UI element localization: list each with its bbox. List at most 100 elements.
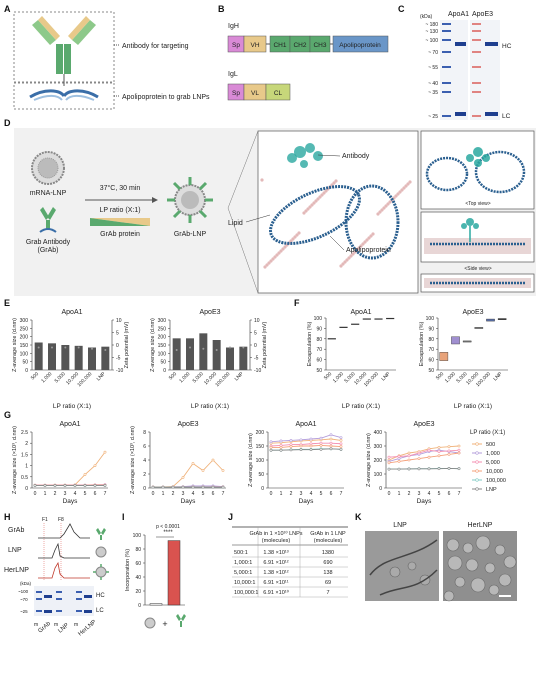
y-axis-tick-label: 100 [374, 472, 383, 478]
series-point [289, 438, 293, 442]
series-point [387, 461, 391, 465]
gel-marker-label: ~ 130 [425, 29, 438, 35]
lipid-dot [260, 178, 264, 182]
y2-axis-tick-label: 0 [254, 343, 257, 349]
series-line-500 [270, 438, 342, 444]
series-point [299, 438, 303, 442]
h-row-lnp: LNP [8, 547, 22, 554]
x-tick-label: 1,000 [178, 371, 191, 384]
legend-marker [475, 478, 479, 482]
k-particle [475, 535, 491, 551]
x-axis-label: LP ratio (X:1) [191, 403, 229, 410]
table-cell-ratio: 10,000:1 [234, 580, 255, 586]
gel-ladder-band [442, 23, 451, 25]
table-cell-total: 1.38 ×10¹³ [263, 550, 288, 556]
y-axis-tick-label: 100 [314, 316, 323, 322]
y-axis-label: Incorporation (%) [125, 549, 131, 591]
x-axis-label: Days [63, 498, 79, 505]
igl-sp-label: Sp [232, 90, 240, 97]
x-tick-label: 100,000 [76, 371, 93, 388]
y-axis-tick-label: 50 [22, 360, 28, 366]
panel-a: A Antibody for targeting Apolipoprotein … [4, 4, 210, 110]
h-trace-lnp [38, 542, 90, 559]
series-point [211, 485, 215, 489]
series-point [397, 459, 401, 463]
y-axis-label: Z-average size (d.nm) [12, 318, 18, 372]
y-axis-tick-label: 300 [158, 318, 167, 324]
zeta-point [189, 346, 191, 349]
series-point [151, 485, 155, 489]
x-tick-label: 7 [340, 491, 343, 497]
gel-ladder-band-2 [472, 91, 481, 93]
panel-i: I 0 20 40 60 80 100 Incorporation (%) p < 0.00… [122, 512, 186, 629]
gel-ladder-band [442, 91, 451, 93]
side-view-box [420, 211, 535, 263]
lipid-dot [265, 263, 269, 267]
x-tick-label: 7 [458, 491, 461, 497]
igh-ch3 [309, 35, 331, 53]
x-tick-label: LNP [234, 371, 246, 383]
lipid-dot [339, 264, 343, 268]
lipid-dot [269, 259, 273, 263]
y-axis-tick-label: 1.5 [21, 452, 28, 458]
y2-axis-tick-label: -10 [116, 368, 123, 374]
gel-marker-label: ~ 25 [428, 114, 438, 120]
series-point [221, 469, 225, 472]
series-point [329, 433, 333, 437]
lipid-dot [279, 249, 283, 253]
x-tick-label: 2 [172, 491, 175, 497]
antibody-molecule-icon [287, 143, 323, 168]
x-tick-label: 0 [34, 491, 37, 497]
x-tick-label: 3 [300, 491, 303, 497]
gel-ladder-band-2 [472, 30, 481, 32]
zeta-point [202, 347, 205, 350]
table-j: GrAb in 1 ×10¹⁰ LNPs(molecules)GrAb in 1… [232, 526, 348, 598]
y-axis-tick-label: 1 [25, 464, 28, 470]
top-view-ring-1 [425, 156, 469, 192]
lipid-dot [347, 256, 351, 260]
x-tick-label: 4 [428, 491, 431, 497]
h-band-hc [44, 595, 52, 598]
h-f8: F8 [58, 517, 64, 523]
lipid-dot [291, 237, 295, 241]
lipid-dot [386, 202, 390, 206]
gel-lane-apoe3 [470, 20, 500, 120]
gel-band-apoe3-hc [485, 42, 498, 46]
k-particle [389, 566, 401, 578]
h-band-hc [84, 595, 92, 598]
series-point [427, 467, 431, 471]
y2-axis-label: Zeta potential (mV) [124, 321, 130, 368]
table-cell-per-lnp: 138 [323, 570, 332, 576]
series-point [437, 445, 441, 449]
y2-axis-tick-label: -10 [254, 368, 261, 374]
lipid-dot [351, 252, 355, 256]
k-particle [503, 555, 517, 569]
igh-apo-label: Apolipoprotein [339, 42, 381, 49]
series-point [407, 467, 411, 471]
lipid-dot [369, 234, 373, 238]
series-point [437, 454, 441, 458]
panel-k-letter: K [355, 512, 362, 522]
zeta-point [64, 346, 67, 349]
lipid-dot [334, 179, 338, 183]
series-point [329, 447, 333, 451]
h-m2: m [54, 622, 58, 628]
h-kda: (kDa) [20, 581, 32, 586]
lipid-dot [367, 236, 371, 240]
lipid-label: Lipid [228, 220, 243, 227]
bar [199, 333, 208, 370]
legend-marker [475, 451, 479, 455]
lipid-dot [281, 247, 285, 251]
x-axis-label: Days [181, 498, 197, 505]
y-axis-tick-label: 60 [135, 561, 141, 567]
i-grab-icon [176, 614, 186, 627]
y-axis-tick-label: 90 [428, 326, 434, 332]
lipid-dot [318, 195, 322, 199]
h-band-lc [84, 610, 92, 613]
chart-g-apoe3-pdi: ApoE3 0 2 4 6 8 0 1 2 3 4 5 6 7 Z-average size (×10³, … [130, 421, 226, 505]
panel-g-letter: G [4, 410, 11, 420]
chart-title: ApoE3 [413, 421, 434, 428]
lipid-dot [359, 244, 363, 248]
